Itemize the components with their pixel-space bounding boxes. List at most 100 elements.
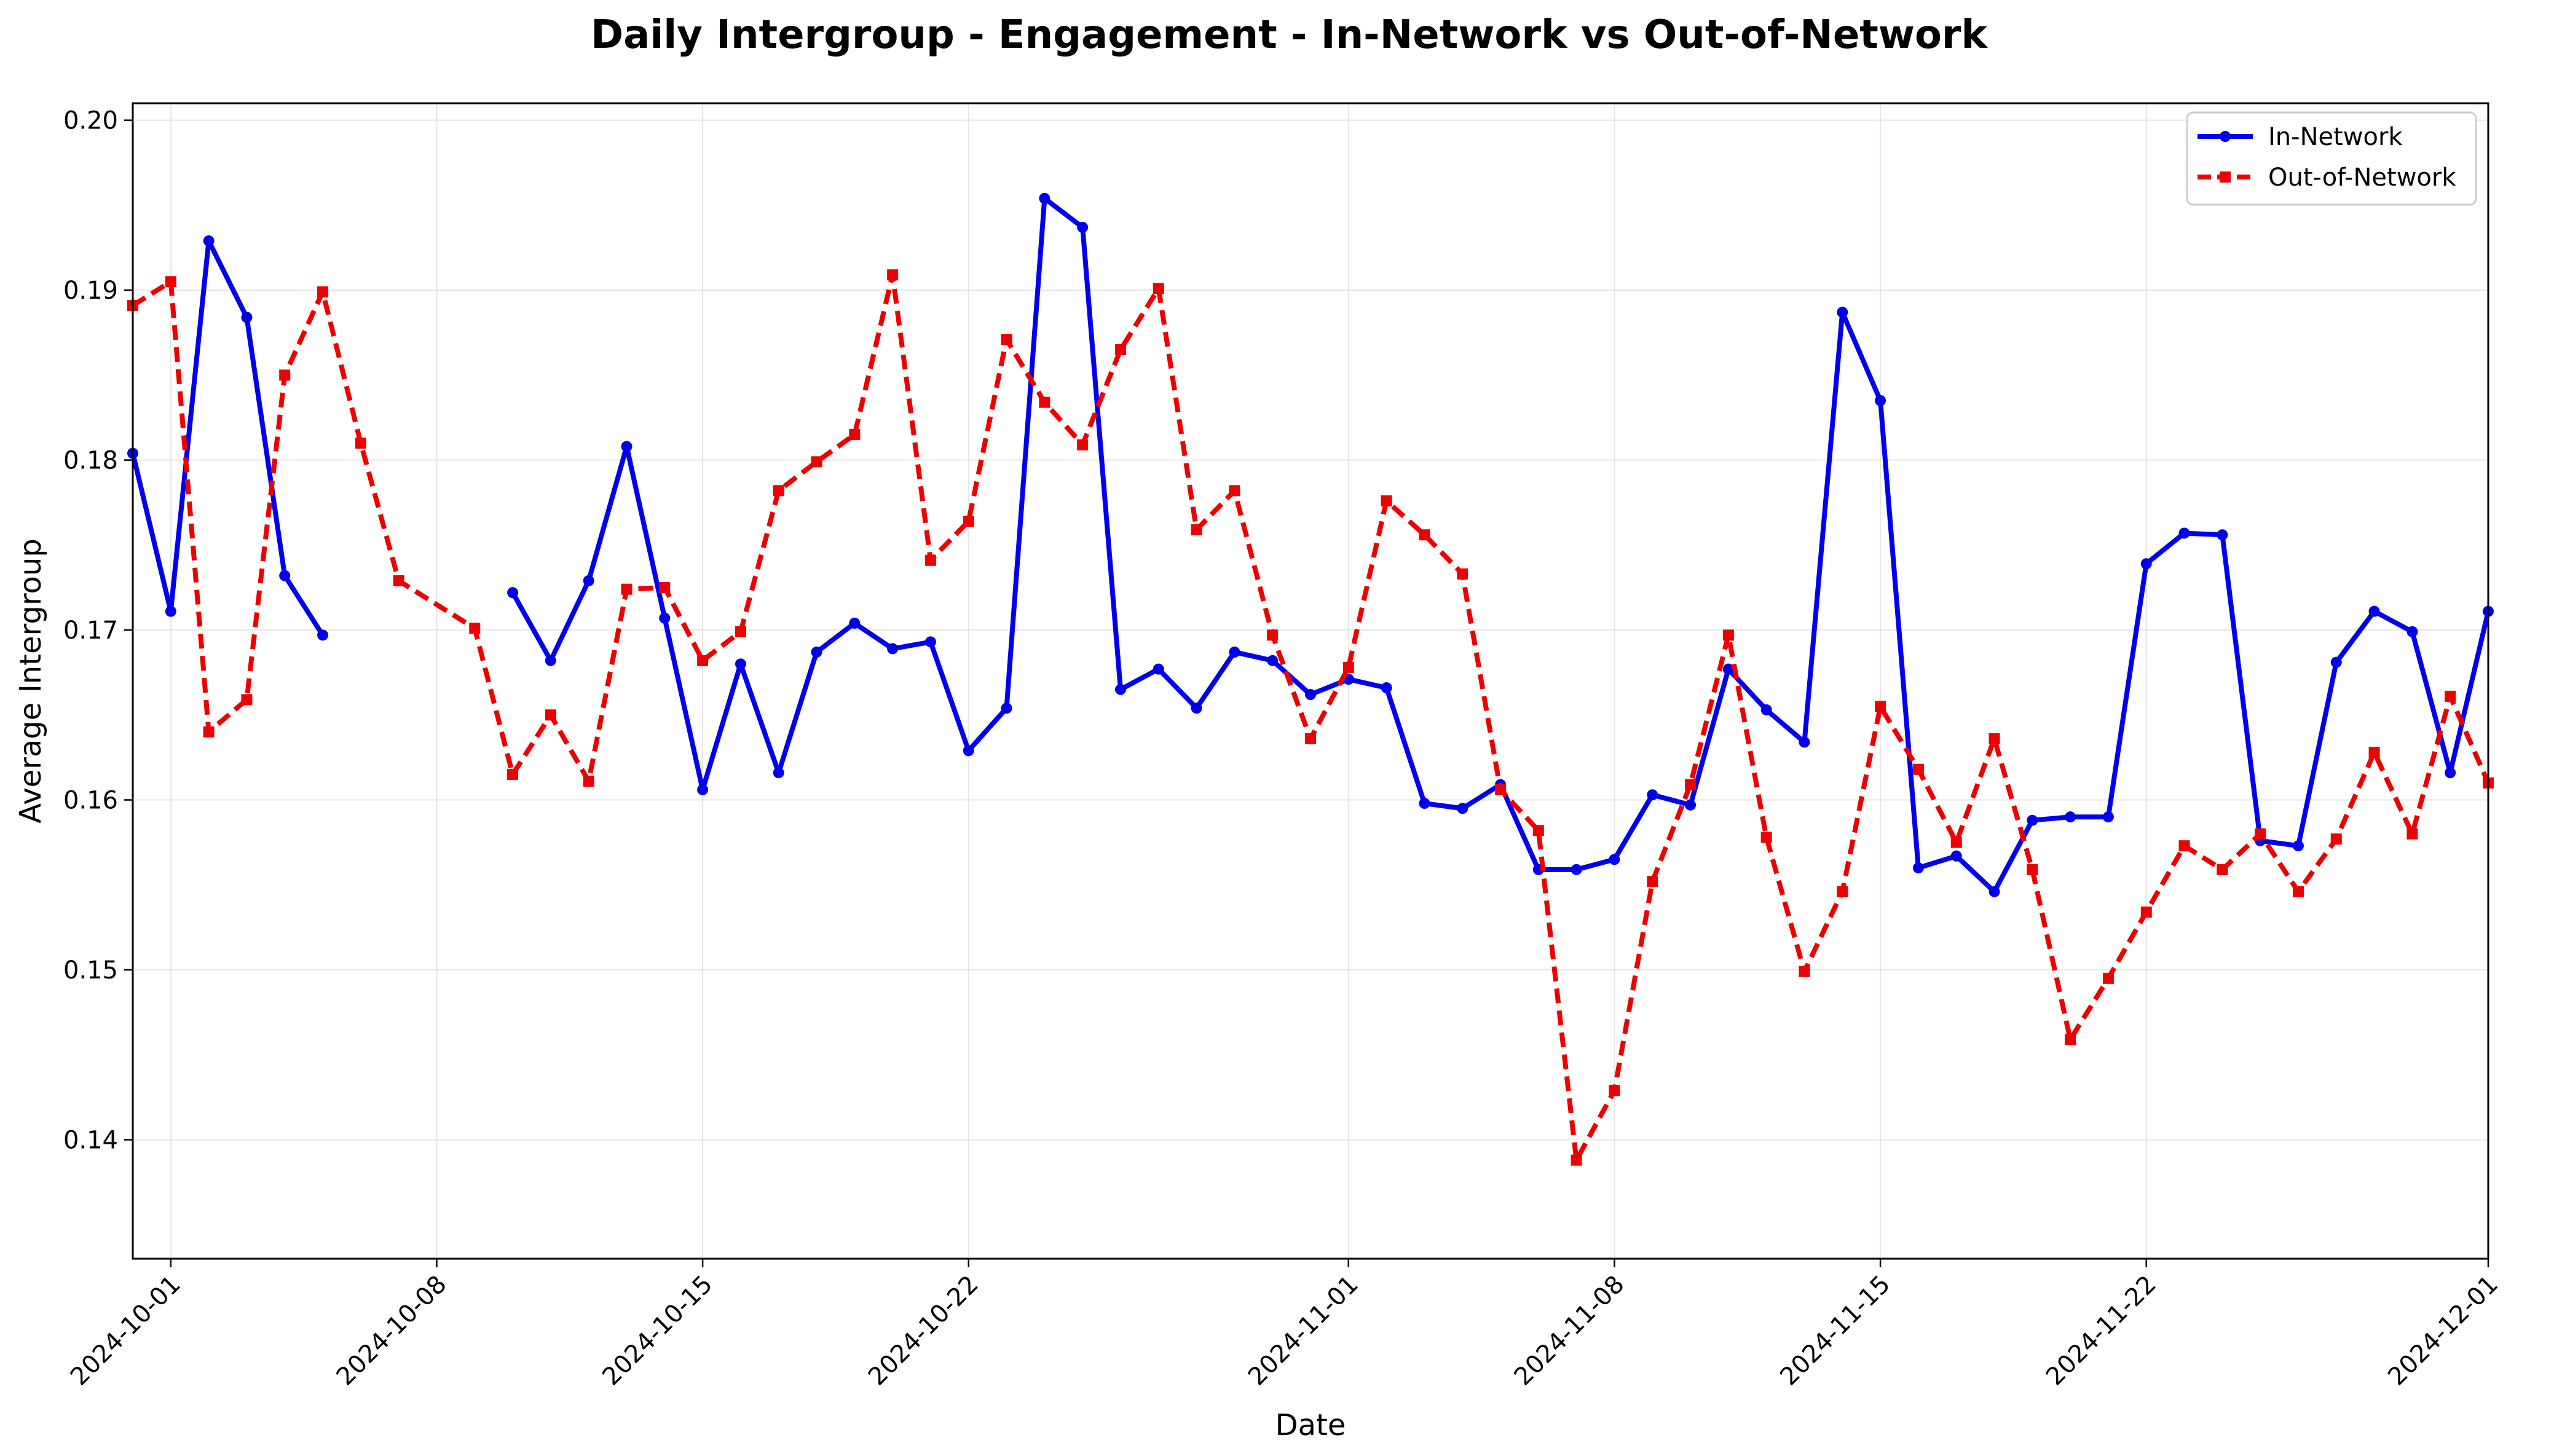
data-point bbox=[659, 581, 671, 593]
data-point bbox=[1267, 629, 1279, 641]
data-point bbox=[393, 575, 404, 586]
data-point bbox=[2140, 907, 2152, 918]
legend: In-Network Out-of-Network bbox=[2186, 111, 2477, 206]
data-point bbox=[2065, 811, 2076, 823]
data-point bbox=[1114, 683, 1126, 695]
data-point bbox=[2140, 558, 2152, 570]
data-point bbox=[1305, 733, 1316, 744]
data-point bbox=[355, 437, 366, 449]
data-point bbox=[2178, 527, 2190, 539]
data-point bbox=[583, 575, 594, 586]
data-point bbox=[1457, 803, 1468, 814]
data-point bbox=[1342, 661, 1354, 673]
data-point bbox=[621, 441, 633, 452]
data-point bbox=[2330, 656, 2342, 668]
data-point bbox=[2330, 833, 2342, 845]
data-point bbox=[1989, 733, 2000, 744]
data-point bbox=[279, 369, 291, 381]
series-line-in-network bbox=[130, 238, 325, 637]
data-point bbox=[735, 658, 746, 670]
plot-series bbox=[127, 192, 2494, 1166]
data-point bbox=[697, 784, 709, 795]
data-point bbox=[1837, 886, 1848, 897]
data-point bbox=[1229, 485, 1240, 497]
y-tick-label: 0.17 bbox=[63, 616, 118, 645]
data-point bbox=[1722, 663, 1734, 675]
data-point bbox=[1267, 655, 1279, 666]
plot-frame bbox=[132, 102, 2489, 1260]
series-line-out-of-network bbox=[131, 272, 2491, 1163]
data-point bbox=[2406, 828, 2418, 840]
data-point bbox=[279, 570, 291, 581]
data-point bbox=[1229, 647, 1240, 658]
data-point bbox=[1912, 763, 1924, 775]
data-point bbox=[1114, 344, 1126, 355]
data-point bbox=[241, 312, 253, 323]
data-point bbox=[545, 709, 556, 721]
data-point bbox=[2255, 828, 2266, 840]
data-point bbox=[1191, 524, 1202, 535]
data-point bbox=[507, 587, 519, 599]
data-point bbox=[849, 429, 861, 441]
data-point bbox=[2368, 605, 2380, 617]
data-point bbox=[1419, 529, 1430, 541]
data-point bbox=[1001, 702, 1012, 714]
data-point bbox=[1381, 495, 1392, 506]
data-point bbox=[1685, 799, 1697, 811]
data-point bbox=[697, 655, 709, 666]
legend-label-in-network: In-Network bbox=[2268, 123, 2403, 151]
data-point bbox=[1875, 701, 1886, 712]
data-point bbox=[1001, 334, 1012, 345]
data-point bbox=[1609, 1085, 1620, 1096]
y-tick-label: 0.18 bbox=[63, 447, 118, 475]
data-point bbox=[773, 485, 784, 497]
data-point bbox=[924, 554, 936, 566]
data-point bbox=[621, 583, 633, 595]
data-point bbox=[545, 655, 556, 666]
y-tick-label: 0.14 bbox=[63, 1126, 118, 1154]
data-point bbox=[2102, 972, 2114, 984]
data-point bbox=[1532, 825, 1544, 836]
data-point bbox=[2217, 864, 2228, 875]
series-out-of-network bbox=[127, 269, 2494, 1166]
y-axis-label: Average Intergroup bbox=[14, 538, 48, 824]
y-tick-label: 0.16 bbox=[63, 787, 118, 815]
data-point bbox=[2027, 814, 2038, 826]
data-point bbox=[1495, 784, 1507, 795]
data-point bbox=[2178, 840, 2190, 852]
data-point bbox=[2065, 1034, 2076, 1045]
y-tick-label: 0.20 bbox=[63, 107, 118, 135]
data-point bbox=[659, 612, 671, 624]
data-point bbox=[1457, 568, 1468, 580]
data-point bbox=[2445, 767, 2456, 779]
data-point bbox=[963, 745, 974, 757]
legend-marker-out-of-network bbox=[2220, 171, 2231, 183]
data-point bbox=[735, 626, 746, 637]
grid-lines bbox=[133, 103, 2489, 1259]
data-point bbox=[773, 767, 784, 779]
data-point bbox=[1077, 439, 1089, 451]
data-point bbox=[1837, 307, 1848, 318]
data-point bbox=[2406, 626, 2418, 637]
data-point bbox=[1077, 221, 1089, 233]
x-axis-label: Date bbox=[1275, 1408, 1346, 1442]
legend-label-out-of-network: Out-of-Network bbox=[2268, 163, 2456, 192]
data-point bbox=[811, 456, 822, 468]
data-point bbox=[887, 269, 899, 281]
data-point bbox=[1760, 832, 1772, 843]
data-point bbox=[241, 694, 253, 706]
y-tick-label: 0.15 bbox=[63, 956, 118, 985]
data-point bbox=[1799, 966, 1810, 977]
data-point bbox=[203, 726, 215, 738]
data-point bbox=[963, 516, 974, 527]
data-point bbox=[507, 769, 519, 781]
data-point bbox=[811, 647, 822, 658]
data-point bbox=[2445, 690, 2456, 702]
data-point bbox=[1685, 779, 1697, 790]
data-point bbox=[317, 286, 329, 297]
legend-item-in-network: In-Network bbox=[2197, 123, 2403, 151]
data-point bbox=[317, 629, 329, 641]
data-point bbox=[1722, 629, 1734, 641]
y-tick-label: 0.19 bbox=[63, 277, 118, 305]
